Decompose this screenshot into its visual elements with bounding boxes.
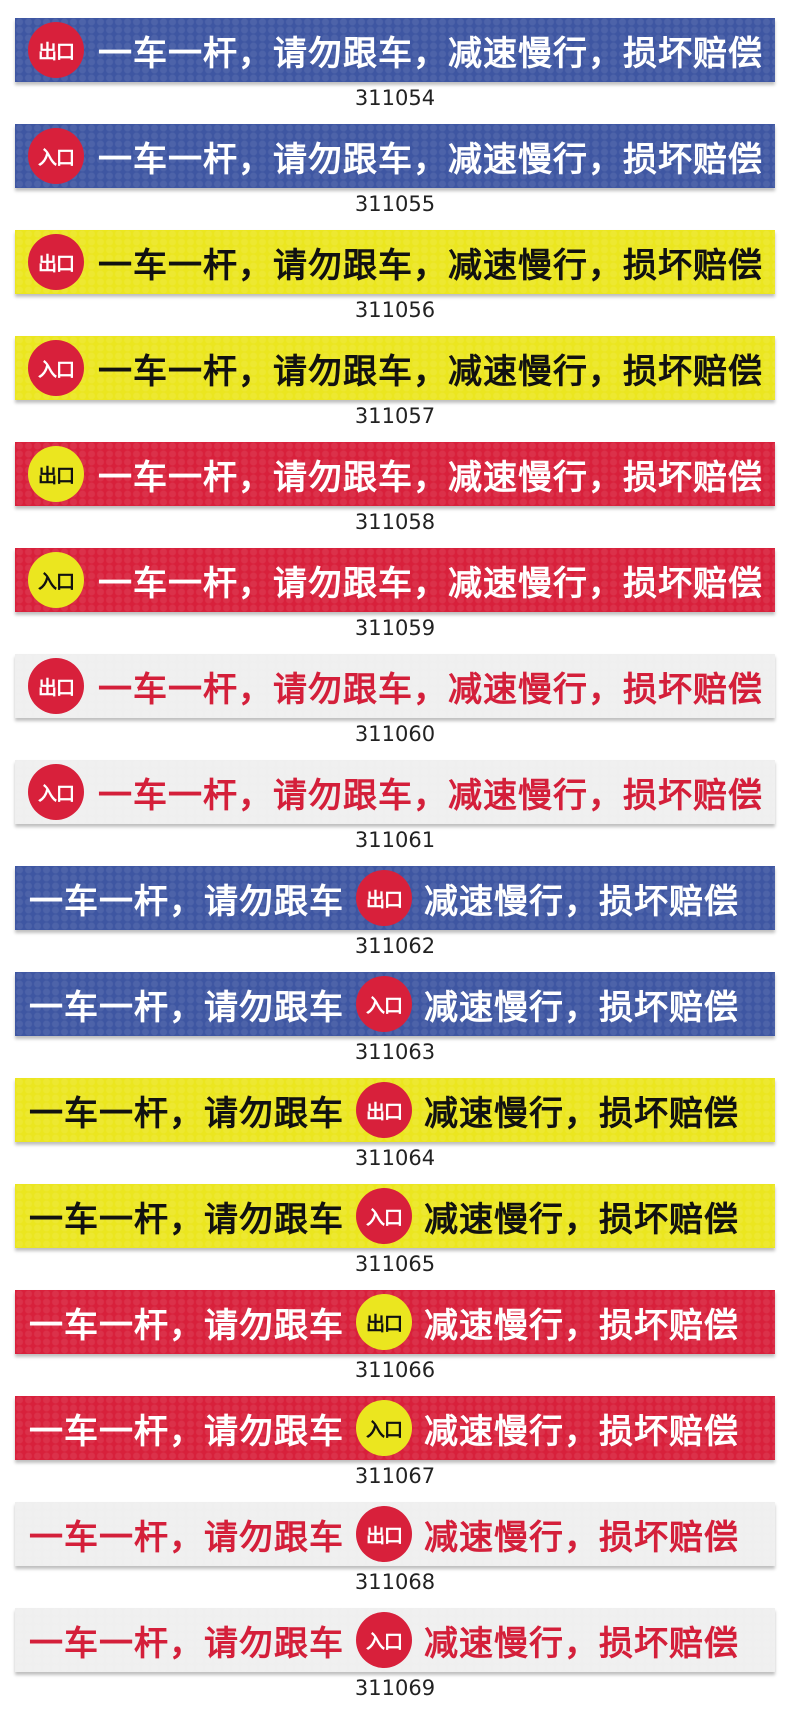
product-item: 一车一杆，请勿跟车 出口 减速慢行，损坏赔偿 311068 bbox=[0, 1502, 790, 1608]
sign-banner: 入口 一车一杆，请勿跟车，减速慢行，损坏赔偿 bbox=[15, 760, 775, 824]
product-item: 出口 一车一杆，请勿跟车，减速慢行，损坏赔偿 311060 bbox=[0, 654, 790, 760]
product-code: 311065 bbox=[354, 1252, 436, 1276]
sign-text-left: 一车一杆，请勿跟车 bbox=[29, 1093, 344, 1134]
sign-banner: 入口 一车一杆，请勿跟车，减速慢行，损坏赔偿 bbox=[15, 336, 775, 400]
sign-text-right: 减速慢行，损坏赔偿 bbox=[424, 1305, 739, 1346]
sign-text-right: 减速慢行，损坏赔偿 bbox=[424, 987, 739, 1028]
exit-badge: 出口 bbox=[356, 1294, 412, 1350]
product-item: 一车一杆，请勿跟车 入口 减速慢行，损坏赔偿 311065 bbox=[0, 1184, 790, 1290]
sign-text-right: 减速慢行，损坏赔偿 bbox=[424, 1093, 739, 1134]
entry-badge: 入口 bbox=[356, 1188, 412, 1244]
sign-text-left: 一车一杆，请勿跟车 bbox=[29, 1411, 344, 1452]
entry-badge: 入口 bbox=[356, 1612, 412, 1668]
product-code: 311058 bbox=[354, 510, 436, 534]
sign-banner: 一车一杆，请勿跟车 入口 减速慢行，损坏赔偿 bbox=[15, 1396, 775, 1460]
product-item: 一车一杆，请勿跟车 出口 减速慢行，损坏赔偿 311064 bbox=[0, 1078, 790, 1184]
sign-text-left: 一车一杆，请勿跟车 bbox=[29, 1305, 344, 1346]
sign-banner: 一车一杆，请勿跟车 入口 减速慢行，损坏赔偿 bbox=[15, 1184, 775, 1248]
product-item: 入口 一车一杆，请勿跟车，减速慢行，损坏赔偿 311055 bbox=[0, 124, 790, 230]
product-item: 一车一杆，请勿跟车 入口 减速慢行，损坏赔偿 311067 bbox=[0, 1396, 790, 1502]
product-code: 311059 bbox=[354, 616, 436, 640]
product-item: 出口 一车一杆，请勿跟车，减速慢行，损坏赔偿 311058 bbox=[0, 442, 790, 548]
product-code: 311060 bbox=[354, 722, 436, 746]
sign-banner: 一车一杆，请勿跟车 入口 减速慢行，损坏赔偿 bbox=[15, 1608, 775, 1672]
sign-text: 一车一杆，请勿跟车，减速慢行，损坏赔偿 bbox=[98, 139, 763, 180]
exit-badge: 出口 bbox=[356, 1082, 412, 1138]
sign-text-left: 一车一杆，请勿跟车 bbox=[29, 881, 344, 922]
product-item: 出口 一车一杆，请勿跟车，减速慢行，损坏赔偿 311054 bbox=[0, 18, 790, 124]
entry-badge: 入口 bbox=[356, 976, 412, 1032]
product-item: 入口 一车一杆，请勿跟车，减速慢行，损坏赔偿 311059 bbox=[0, 548, 790, 654]
product-code: 311056 bbox=[354, 298, 436, 322]
sign-banner: 一车一杆，请勿跟车 入口 减速慢行，损坏赔偿 bbox=[15, 972, 775, 1036]
sign-banner: 出口 一车一杆，请勿跟车，减速慢行，损坏赔偿 bbox=[15, 230, 775, 294]
sign-banner: 一车一杆，请勿跟车 出口 减速慢行，损坏赔偿 bbox=[15, 1078, 775, 1142]
product-code: 311055 bbox=[354, 192, 436, 216]
product-item: 一车一杆，请勿跟车 入口 减速慢行，损坏赔偿 311063 bbox=[0, 972, 790, 1078]
product-code: 311057 bbox=[354, 404, 436, 428]
sign-banner: 出口 一车一杆，请勿跟车，减速慢行，损坏赔偿 bbox=[15, 18, 775, 82]
entry-badge: 入口 bbox=[28, 128, 84, 184]
sign-banner: 入口 一车一杆，请勿跟车，减速慢行，损坏赔偿 bbox=[15, 548, 775, 612]
sign-text-left: 一车一杆，请勿跟车 bbox=[29, 987, 344, 1028]
sign-banner: 一车一杆，请勿跟车 出口 减速慢行，损坏赔偿 bbox=[15, 1502, 775, 1566]
product-item: 入口 一车一杆，请勿跟车，减速慢行，损坏赔偿 311061 bbox=[0, 760, 790, 866]
exit-badge: 出口 bbox=[28, 22, 84, 78]
product-item: 入口 一车一杆，请勿跟车，减速慢行，损坏赔偿 311057 bbox=[0, 336, 790, 442]
sign-banner: 一车一杆，请勿跟车 出口 减速慢行，损坏赔偿 bbox=[15, 1290, 775, 1354]
exit-badge: 出口 bbox=[28, 446, 84, 502]
sign-text-left: 一车一杆，请勿跟车 bbox=[29, 1199, 344, 1240]
exit-badge: 出口 bbox=[28, 658, 84, 714]
product-code: 311068 bbox=[354, 1570, 436, 1594]
sign-text: 一车一杆，请勿跟车，减速慢行，损坏赔偿 bbox=[98, 245, 763, 286]
exit-badge: 出口 bbox=[356, 1506, 412, 1562]
product-code: 311063 bbox=[354, 1040, 436, 1064]
entry-badge: 入口 bbox=[28, 340, 84, 396]
sign-text: 一车一杆，请勿跟车，减速慢行，损坏赔偿 bbox=[98, 775, 763, 816]
product-code: 311062 bbox=[354, 934, 436, 958]
product-item: 一车一杆，请勿跟车 出口 减速慢行，损坏赔偿 311062 bbox=[0, 866, 790, 972]
product-item: 一车一杆，请勿跟车 入口 减速慢行，损坏赔偿 311069 bbox=[0, 1608, 790, 1714]
sign-text: 一车一杆，请勿跟车，减速慢行，损坏赔偿 bbox=[98, 563, 763, 604]
sign-text-right: 减速慢行，损坏赔偿 bbox=[424, 1411, 739, 1452]
sign-text-right: 减速慢行，损坏赔偿 bbox=[424, 1623, 739, 1664]
sign-text: 一车一杆，请勿跟车，减速慢行，损坏赔偿 bbox=[98, 33, 763, 74]
sign-banner: 出口 一车一杆，请勿跟车，减速慢行，损坏赔偿 bbox=[15, 654, 775, 718]
exit-badge: 出口 bbox=[28, 234, 84, 290]
product-code: 311069 bbox=[354, 1676, 436, 1700]
product-code: 311054 bbox=[354, 86, 436, 110]
sign-text: 一车一杆，请勿跟车，减速慢行，损坏赔偿 bbox=[98, 457, 763, 498]
entry-badge: 入口 bbox=[28, 552, 84, 608]
sign-text-right: 减速慢行，损坏赔偿 bbox=[424, 1199, 739, 1240]
sign-banner: 出口 一车一杆，请勿跟车，减速慢行，损坏赔偿 bbox=[15, 442, 775, 506]
product-item: 出口 一车一杆，请勿跟车，减速慢行，损坏赔偿 311056 bbox=[0, 230, 790, 336]
sign-text: 一车一杆，请勿跟车，减速慢行，损坏赔偿 bbox=[98, 669, 763, 710]
sign-text-right: 减速慢行，损坏赔偿 bbox=[424, 881, 739, 922]
product-code: 311064 bbox=[354, 1146, 436, 1170]
sign-text-left: 一车一杆，请勿跟车 bbox=[29, 1517, 344, 1558]
sign-text-left: 一车一杆，请勿跟车 bbox=[29, 1623, 344, 1664]
entry-badge: 入口 bbox=[28, 764, 84, 820]
sign-text-right: 减速慢行，损坏赔偿 bbox=[424, 1517, 739, 1558]
sign-text: 一车一杆，请勿跟车，减速慢行，损坏赔偿 bbox=[98, 351, 763, 392]
product-code: 311067 bbox=[354, 1464, 436, 1488]
sign-banner: 入口 一车一杆，请勿跟车，减速慢行，损坏赔偿 bbox=[15, 124, 775, 188]
product-code: 311061 bbox=[354, 828, 436, 852]
exit-badge: 出口 bbox=[356, 870, 412, 926]
product-code: 311066 bbox=[354, 1358, 436, 1382]
entry-badge: 入口 bbox=[356, 1400, 412, 1456]
sign-banner: 一车一杆，请勿跟车 出口 减速慢行，损坏赔偿 bbox=[15, 866, 775, 930]
product-item: 一车一杆，请勿跟车 出口 减速慢行，损坏赔偿 311066 bbox=[0, 1290, 790, 1396]
